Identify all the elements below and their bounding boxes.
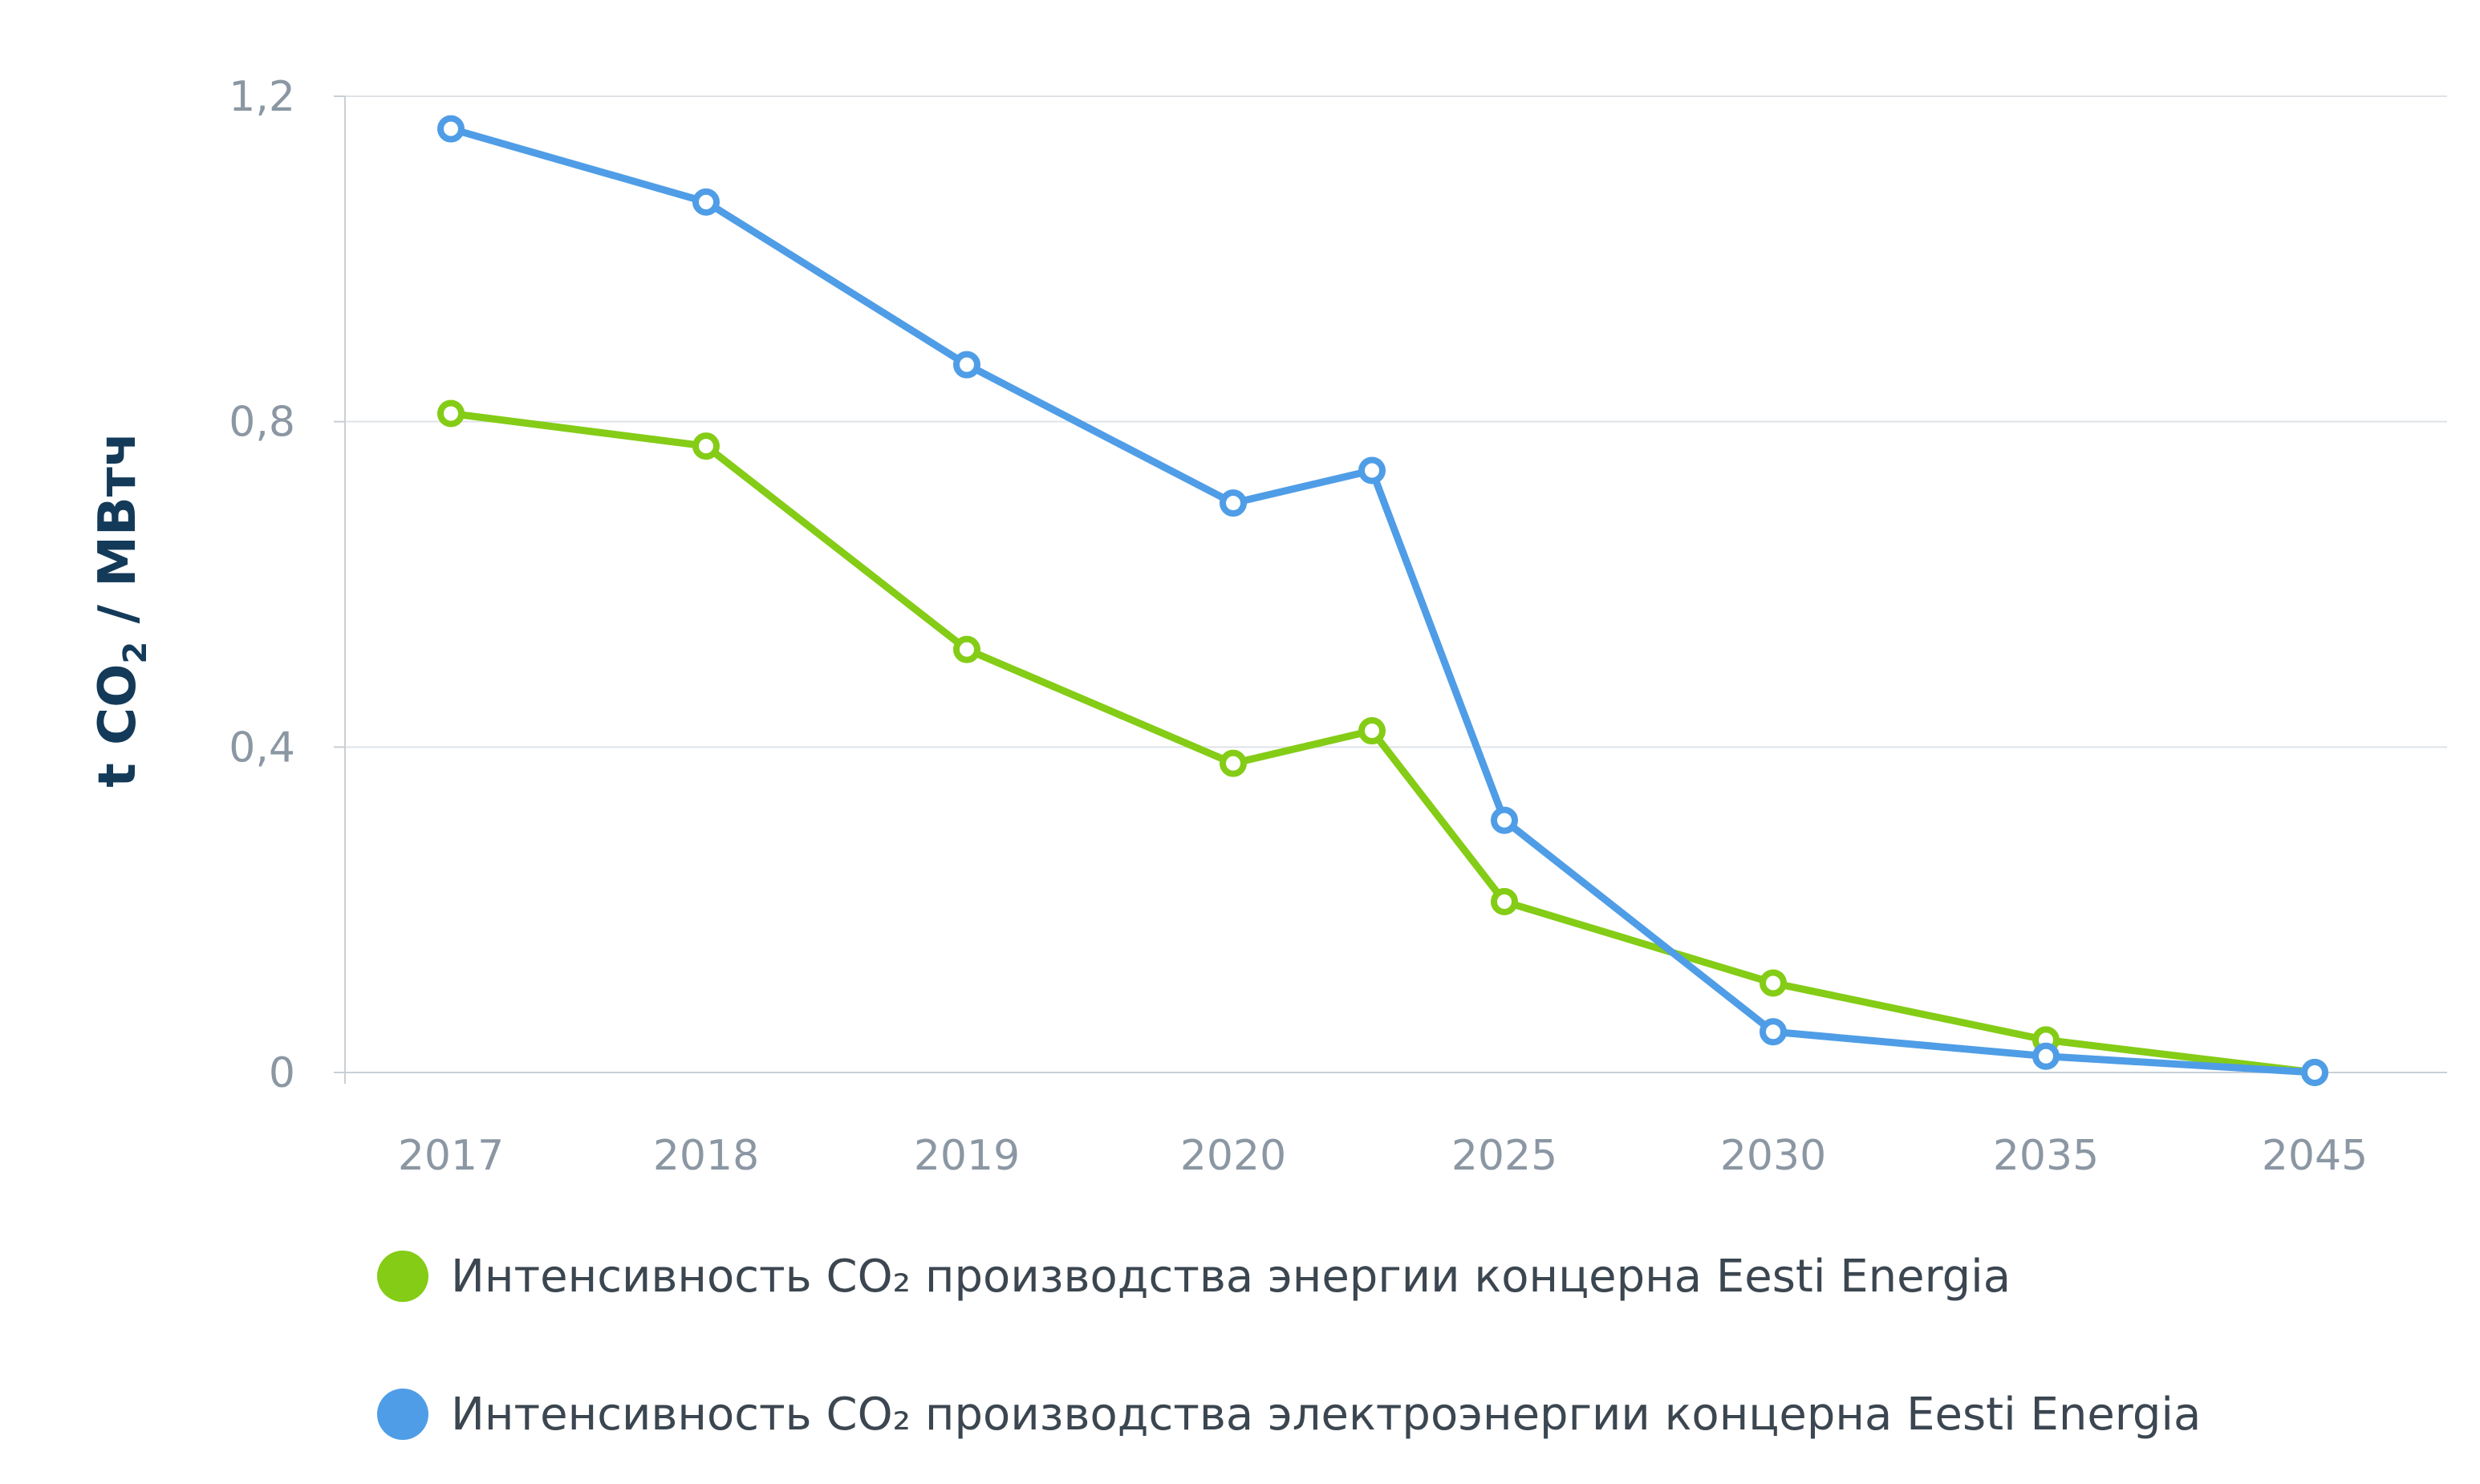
y-tick-label: 0 <box>269 1049 295 1097</box>
data-point <box>1491 806 1518 834</box>
y-axis-label: t CO2 / МВтч <box>88 432 154 788</box>
x-tick-label: 2025 <box>1451 1132 1557 1180</box>
x-tick-label: 2045 <box>2262 1132 2368 1180</box>
x-tick-label: 2017 <box>398 1132 504 1180</box>
legend-item-electricity: Интенсивность CO₂ производства электроэн… <box>377 1385 2201 1443</box>
data-point <box>953 351 980 379</box>
data-point <box>953 635 980 663</box>
data-point <box>692 188 720 216</box>
data-point <box>1760 1018 1787 1046</box>
data-point <box>1220 749 1247 777</box>
grid-lines <box>345 95 2447 748</box>
legend-item-energy: Интенсивность CO₂ производства энергии к… <box>377 1247 2201 1305</box>
data-point <box>1358 456 1386 485</box>
axes <box>334 95 2447 1084</box>
series-points <box>437 115 2328 1086</box>
x-tick-label: 2018 <box>653 1132 759 1180</box>
y-tick-label: 1,2 <box>229 73 295 121</box>
legend-label-electricity: Интенсивность CO₂ производства электроэн… <box>451 1388 2202 1441</box>
legend: Интенсивность CO₂ производства энергии к… <box>377 1247 2201 1443</box>
series-line-0 <box>447 410 2319 1077</box>
legend-marker-electricity <box>377 1389 428 1440</box>
y-tick-label: 0,8 <box>229 399 295 447</box>
legend-marker-energy <box>377 1251 428 1302</box>
x-tick-label: 2030 <box>1720 1132 1826 1180</box>
data-point <box>437 399 465 428</box>
data-point <box>1491 888 1518 916</box>
x-tick-label: 2020 <box>1180 1132 1286 1180</box>
y-tick-label: 0,4 <box>229 724 295 772</box>
data-point <box>692 432 720 460</box>
data-point <box>2032 1042 2060 1070</box>
tick-labels: 0 0,4 0,8 1,2 2017 2018 2019 2020 2025 2030 2035 20… <box>229 73 2368 1180</box>
data-point <box>1358 717 1386 745</box>
legend-label-energy: Интенсивность CO₂ производства энергии к… <box>451 1250 2011 1303</box>
data-point <box>1760 969 1787 997</box>
series-line-1 <box>447 125 2319 1077</box>
data-point <box>1220 489 1247 517</box>
x-tick-label: 2035 <box>1993 1132 2099 1180</box>
series-lines <box>447 125 2319 1077</box>
x-tick-label: 2019 <box>914 1132 1020 1180</box>
data-point <box>2301 1059 2328 1086</box>
data-point <box>437 115 465 143</box>
